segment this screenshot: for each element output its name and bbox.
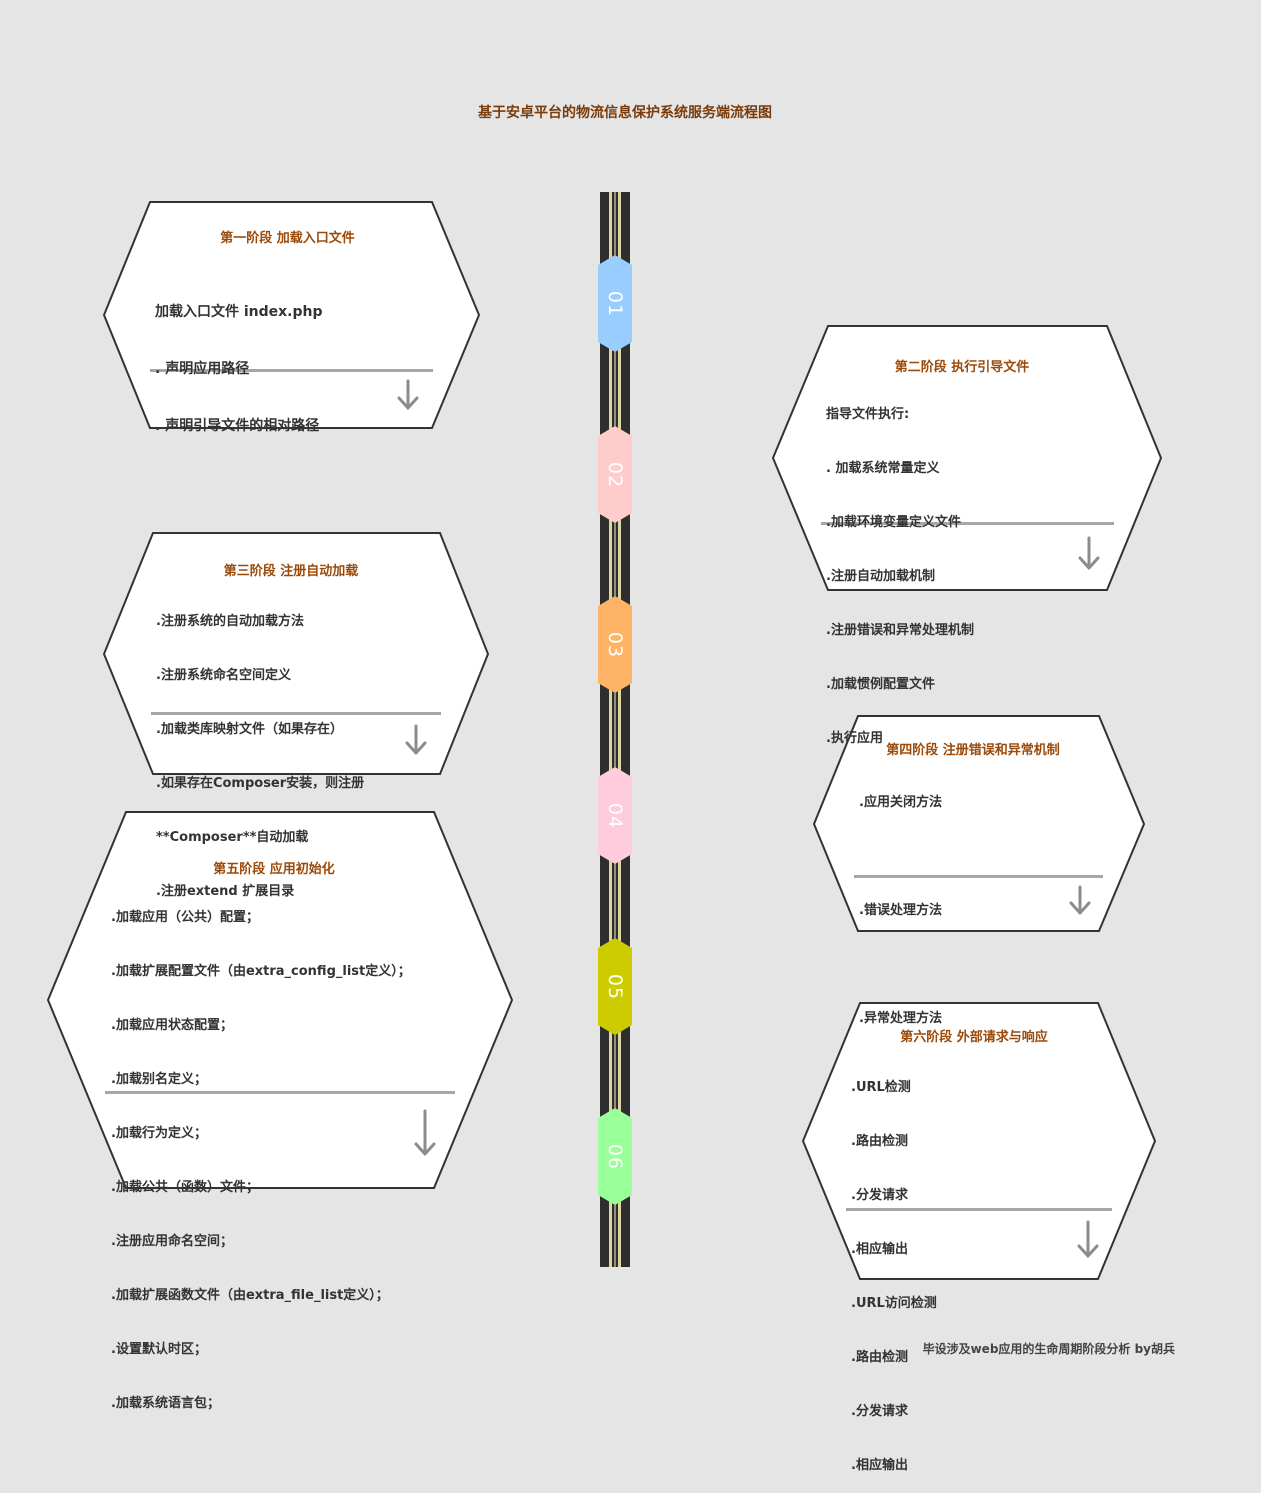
stage-6-down-arrow-icon: [1077, 1220, 1099, 1258]
stage-4-title: 第四阶段 注册错误和异常机制: [886, 743, 1060, 758]
stage-3-line: **Composer**自动加载: [156, 830, 309, 845]
stage-2-line: 指导文件执行:: [826, 407, 910, 422]
stage-5-line: .加载行为定义；: [111, 1126, 207, 1141]
timeline-road: [600, 192, 630, 1267]
stage-5-line: .加载系统语言包；: [111, 1396, 220, 1411]
marker-06: 06: [604, 1143, 626, 1171]
marker-03: 03: [604, 631, 626, 659]
stage-6-content: .URL检测 .路由检测 .分发请求 .相应输出 .URL访问检测 .路由检测 …: [851, 1043, 937, 1493]
marker-04: 04: [604, 802, 626, 830]
stage-3-separator: [151, 712, 441, 715]
marker-02-shape: [598, 426, 632, 523]
stage-1-content: 加载入口文件 index.php . 声明应用路径 . 声明引导文件的相对路径: [155, 265, 323, 455]
stage-4-content: .应用关闭方法 .错误处理方法 .异常处理方法: [859, 758, 942, 1046]
stage-2-line: . 加载系统常量定义: [826, 461, 940, 476]
stage-5-title: 第五阶段 应用初始化: [213, 862, 335, 877]
marker-05: 05: [604, 973, 626, 1001]
stage-1-line: . 声明引导文件的相对路径: [155, 418, 320, 434]
stage-2-title: 第二阶段 执行引导文件: [894, 360, 1030, 375]
stage-2-separator: [821, 522, 1114, 525]
stage-5-line: .加载扩展函数文件（由extra_file_list定义）；: [111, 1288, 389, 1303]
stage-6-line: .路由检测: [851, 1350, 908, 1365]
stage-3-line: .注册extend 扩展目录: [156, 884, 295, 899]
stage-2-line: .加载环境变量定义文件: [826, 515, 961, 530]
stage-6-line: .相应输出: [851, 1458, 908, 1473]
stage-5-line: .设置默认时区；: [111, 1342, 207, 1357]
stage-5-line: .加载扩展配置文件（由extra_config_list定义）；: [111, 964, 411, 979]
stage-2-content: 指导文件执行: . 加载系统常量定义 .加载环境变量定义文件 .注册自动加载机制…: [826, 370, 974, 766]
stage-5-line: .加载应用（公共）配置；: [111, 910, 259, 925]
stage-3-down-arrow-icon: [405, 724, 427, 755]
marker-03-shape: [598, 596, 632, 693]
stage-5-line: .加载公共（函数）文件；: [111, 1180, 259, 1195]
stage-4-line: .异常处理方法: [859, 1011, 942, 1026]
stage-1-down-arrow-icon: [397, 379, 419, 410]
stage-5-line: .注册应用命名空间；: [111, 1234, 233, 1249]
footer-credit: 毕设涉及web应用的生命周期阶段分析 by胡兵: [922, 1342, 1175, 1356]
stage-5-line: .加载别名定义；: [111, 1072, 207, 1087]
stage-3-title: 第三阶段 注册自动加载: [223, 564, 359, 579]
stage-3-line: .注册系统的自动加载方法: [156, 614, 304, 629]
stage-1-separator: [150, 369, 433, 372]
stage-5-down-arrow-icon: [414, 1109, 436, 1156]
diagram-canvas: [46, 192, 1163, 1280]
stage-2-line: .加载惯例配置文件: [826, 677, 935, 692]
stage-5-separator: [105, 1091, 455, 1094]
stage-4-separator: [854, 875, 1103, 878]
stage-6-line: .分发请求: [851, 1188, 908, 1203]
marker-02: 02: [604, 461, 626, 489]
stage-3-line: .注册系统命名空间定义: [156, 668, 291, 683]
stage-6-line: .相应输出: [851, 1242, 908, 1257]
stage-3-content: .注册系统的自动加载方法 .注册系统命名空间定义 .加载类库映射文件（如果存在）…: [156, 577, 364, 919]
marker-04-shape: [598, 767, 632, 864]
marker-06-shape: [598, 1108, 632, 1205]
stage-6-separator: [846, 1208, 1112, 1211]
stage-4-down-arrow-icon: [1069, 885, 1091, 915]
stage-6-line: .URL访问检测: [851, 1296, 937, 1311]
stage-4-line: .应用关闭方法: [859, 795, 942, 810]
stage-6-line: .路由检测: [851, 1134, 908, 1149]
stage-2-line: .注册错误和异常处理机制: [826, 623, 974, 638]
marker-01: 01: [604, 290, 626, 318]
stage-3-line: .加载类库映射文件（如果存在）: [156, 722, 343, 737]
stage-1-title: 第一阶段 加载入口文件: [220, 231, 355, 246]
diagram-title: 基于安卓平台的物流信息保护系统服务端流程图: [478, 105, 772, 121]
marker-05-shape: [598, 938, 632, 1035]
stage-4-line: .错误处理方法: [859, 903, 942, 918]
stage-2-down-arrow-icon: [1078, 536, 1100, 570]
stage-1-line: . 声明应用路径: [155, 361, 250, 377]
stage-2-line: .执行应用: [826, 731, 883, 746]
stage-6-title: 第六阶段 外部请求与响应: [900, 1030, 1048, 1045]
stage-4-line: [859, 956, 942, 974]
stage-4-line: [859, 848, 942, 866]
stage-6-line: .分发请求: [851, 1404, 908, 1419]
stage-5-line: .加载应用状态配置；: [111, 1018, 233, 1033]
stage-3-line: .如果存在Composer安装，则注册: [156, 776, 365, 791]
stage-2-line: .注册自动加载机制: [826, 569, 935, 584]
marker-01-shape: [598, 255, 632, 352]
stage-5-content: .加载应用（公共）配置； .加载扩展配置文件（由extra_config_lis…: [111, 873, 411, 1431]
stage-1-line: 加载入口文件 index.php: [155, 304, 323, 320]
stage-6-line: .URL检测: [851, 1080, 911, 1095]
